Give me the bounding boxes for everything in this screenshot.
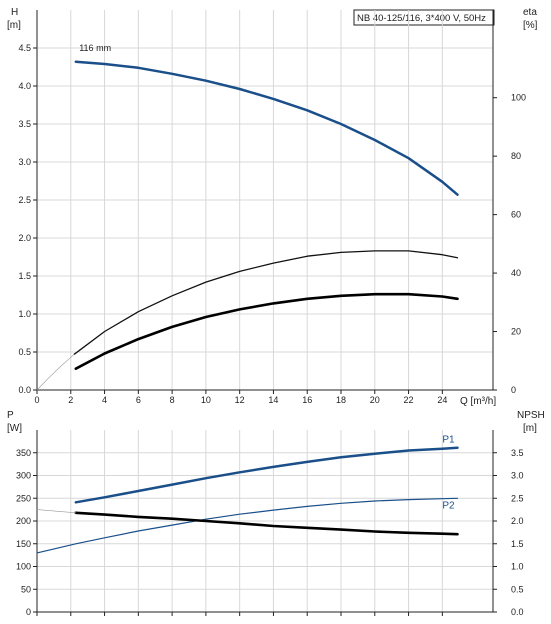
- curve-extension-line: [36, 354, 75, 391]
- right-y-tick-label: 3.5: [511, 448, 524, 458]
- left-y-tick-label: 3.0: [18, 157, 31, 167]
- series-line-1-2: [74, 511, 459, 536]
- left-y-tick-label: 50: [21, 584, 31, 594]
- x-tick-label: 6: [136, 395, 141, 405]
- x-tick-label: 0: [34, 395, 39, 405]
- x-tick-label: 10: [201, 395, 211, 405]
- series-line-1-1: [36, 497, 459, 554]
- h-axis-title: H: [11, 7, 18, 18]
- top-chart-marks: 116 mm: [36, 43, 459, 391]
- p-axis-title: P: [7, 410, 14, 421]
- right-y-tick-label: 0.5: [511, 584, 524, 594]
- x-tick-label: 24: [437, 395, 447, 405]
- left-y-tick-label: 0.5: [18, 347, 31, 357]
- right-y-tick-label: 1.5: [511, 539, 524, 549]
- left-y-tick-label: 150: [16, 539, 31, 549]
- right-y-tick-label: 0: [511, 385, 516, 395]
- right-y-tick-label: 20: [511, 327, 521, 337]
- right-y-tick-label: 40: [511, 268, 521, 278]
- npsh-axis-title: NPSH: [517, 410, 545, 421]
- bottom-chart-marks: P1 P2: [36, 434, 459, 554]
- left-y-tick-label: 2.0: [18, 233, 31, 243]
- bottom-chart-grid: 0 50 100 150 200 250 300 350 0.0 0.5 1.0 1.5 2.0 2.5 3…: [16, 430, 524, 617]
- left-y-tick-label: 100: [16, 562, 31, 572]
- right-y-tick-label: 2.0: [511, 516, 524, 526]
- left-y-tick-label: 4.5: [18, 43, 31, 53]
- impeller-diameter-annotation: 116 mm: [79, 43, 111, 53]
- x-tick-label: 20: [370, 395, 380, 405]
- series-line-1-0: [74, 446, 459, 504]
- right-y-tick-label: 100: [511, 93, 526, 103]
- eta-axis-unit: [%]: [523, 20, 538, 31]
- left-y-tick-label: 300: [16, 471, 31, 481]
- right-y-tick-label: 80: [511, 151, 521, 161]
- left-y-tick-label: 250: [16, 493, 31, 503]
- left-y-tick-label: 1.0: [18, 309, 31, 319]
- left-y-tick-label: 2.5: [18, 195, 31, 205]
- series-line-0-2: [74, 292, 459, 370]
- left-y-tick-label: 0: [26, 607, 31, 617]
- x-tick-label: 4: [102, 395, 107, 405]
- top-chart-grid: 0 2 4 6 8 10 12 14 16 18 20 22 240.00.51.01.52.02.53…: [18, 10, 526, 405]
- pump-title-box: [353, 9, 495, 26]
- x-tick-label: 8: [170, 395, 175, 405]
- left-y-tick-label: 3.5: [18, 119, 31, 129]
- series-line-0-1: [73, 250, 459, 355]
- h-axis-unit: [m]: [7, 20, 21, 31]
- left-y-tick-label: 200: [16, 516, 31, 526]
- x-axis-label: Q [m³/h]: [460, 396, 496, 407]
- curve-extension-line: [36, 509, 77, 514]
- npsh-axis-unit: [m]: [523, 423, 537, 434]
- right-y-tick-label: 60: [511, 210, 521, 220]
- series-line-0-0: [74, 60, 459, 196]
- p-axis-unit: [W]: [7, 423, 22, 434]
- left-y-tick-label: 350: [16, 448, 31, 458]
- series-label-p1: P1: [442, 434, 455, 445]
- x-tick-label: 12: [235, 395, 245, 405]
- left-y-tick-label: 1.5: [18, 271, 31, 281]
- series-label-p2: P2: [442, 500, 455, 511]
- right-y-tick-label: 1.0: [511, 562, 524, 572]
- pump-title: NB 40-125/116, 3*400 V, 50Hz: [357, 13, 486, 24]
- eta-axis-title: eta: [523, 7, 537, 18]
- x-tick-label: 18: [336, 395, 346, 405]
- left-y-tick-label: 0.0: [18, 385, 31, 395]
- x-tick-label: 16: [302, 395, 312, 405]
- x-tick-label: 22: [404, 395, 414, 405]
- x-tick-label: 2: [68, 395, 73, 405]
- right-y-tick-label: 3.0: [511, 471, 524, 481]
- left-y-tick-label: 4.0: [18, 81, 31, 91]
- x-tick-label: 14: [268, 395, 278, 405]
- right-y-tick-label: 2.5: [511, 493, 524, 503]
- right-y-tick-label: 0.0: [511, 607, 524, 617]
